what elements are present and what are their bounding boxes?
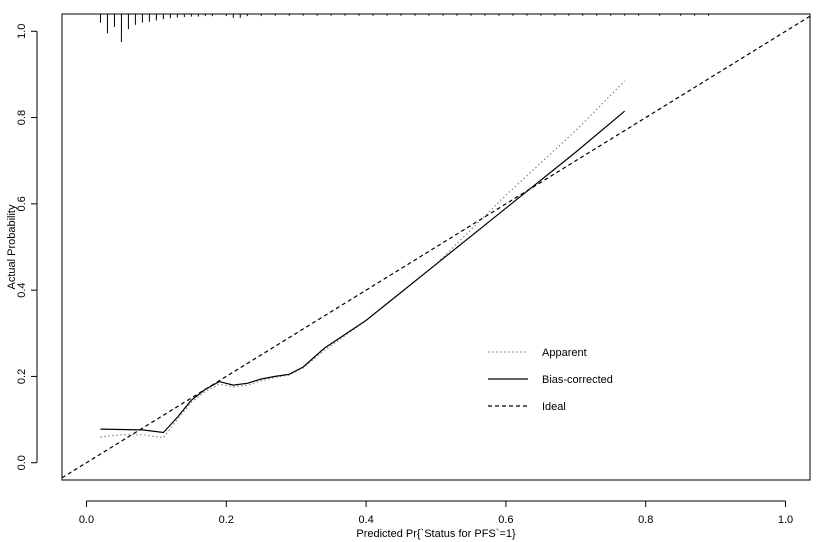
y-tick-label: 0.4 (16, 282, 28, 297)
axes: 0.0 0.2 0.4 0.6 0.8 1.0 0.0 0.2 0.4 0.6 0.8 1.0 (16, 24, 793, 526)
legend-label-ideal: Ideal (542, 401, 566, 413)
x-axis-title: Predicted Pr{`Status for PFS`=1} (356, 528, 516, 540)
x-tick-label: 0.6 (498, 514, 513, 526)
rug-marks (99, 14, 710, 43)
x-tick-label: 0.4 (358, 514, 373, 526)
legend-label-apparent: Apparent (542, 347, 587, 359)
x-tick-label: 0.8 (638, 514, 653, 526)
y-tick-label: 0.8 (16, 110, 28, 125)
y-tick-label: 0.2 (16, 369, 28, 384)
series-line-bias-corrected (100, 110, 626, 434)
y-tick-label: 0.0 (16, 455, 28, 470)
x-tick-label: 0.2 (219, 514, 234, 526)
x-tick-label: 0.0 (79, 514, 94, 526)
y-tick-label: 0.6 (16, 196, 28, 211)
series-line-ideal (62, 15, 810, 479)
plot-area (61, 13, 811, 481)
series-line-apparent (100, 80, 626, 439)
legend-label-bias-corrected: Bias-corrected (542, 374, 613, 386)
legend: Apparent Bias-corrected Ideal (488, 347, 613, 413)
series-lines (62, 15, 810, 479)
y-axis-title: Actual Probability (6, 204, 18, 289)
x-tick-label: 1.0 (778, 514, 793, 526)
y-tick-label: 1.0 (16, 24, 28, 39)
plot-frame (61, 13, 811, 481)
